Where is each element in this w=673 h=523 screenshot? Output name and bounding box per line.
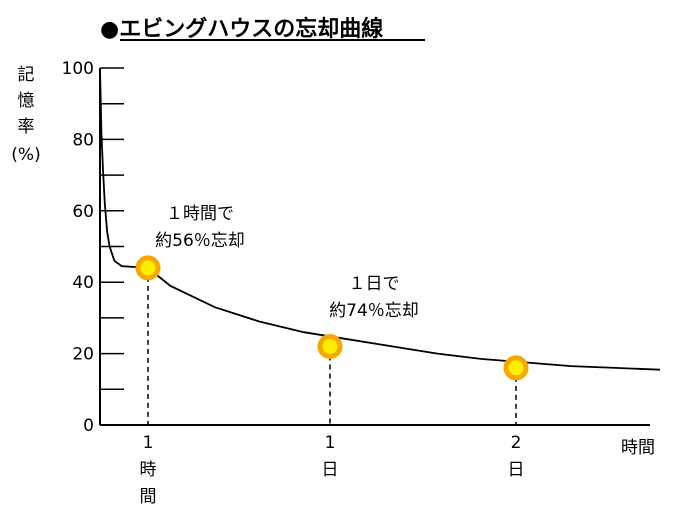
x-axis-label: 時間 [621,438,655,458]
chart-title: ●エビングハウスの忘却曲線 [100,16,383,42]
marker-annotation-line2: 約56％忘却 [155,231,245,251]
data-point-marker [135,255,161,281]
x-tick-label: 1日 [322,433,339,480]
x-tick-label-line: 日 [508,460,525,480]
x-tick-label-line: 日 [322,460,339,480]
y-label-char-1: 記 [18,65,35,85]
x-tick-label: 2日 [508,433,525,480]
y-tick-label: 100 [62,59,94,79]
x-tick-label-line: 1 [143,433,154,453]
y-tick-label: 80 [72,130,94,150]
y-tick-label: 60 [72,202,94,222]
data-point-marker [317,333,343,359]
marker-annotation-line2: 約74％忘却 [329,301,419,321]
y-label-char-4: (%) [11,145,40,165]
data-point-marker [503,355,529,381]
x-tick-label-line: 1 [325,433,336,453]
x-tick-label-line: 間 [140,487,157,507]
marker-annotation-line1: １時間で [166,204,234,224]
marker-annotation-line1: １日で [349,274,400,294]
y-label-char-2: 憶 [18,91,35,111]
y-tick-label: 20 [72,345,94,365]
x-tick-label: 1 時間 [140,433,157,507]
x-tick-label-line: 2 [511,433,522,453]
x-tick-label-line: 時 [140,460,157,480]
y-tick-label: 40 [72,273,94,293]
y-tick-label: 0 [83,416,94,436]
y-axis: 0 20 40 60 80 100 [62,59,124,436]
y-axis-label: 記 憶 率 (%) [11,65,40,165]
y-label-char-3: 率 [18,117,35,137]
